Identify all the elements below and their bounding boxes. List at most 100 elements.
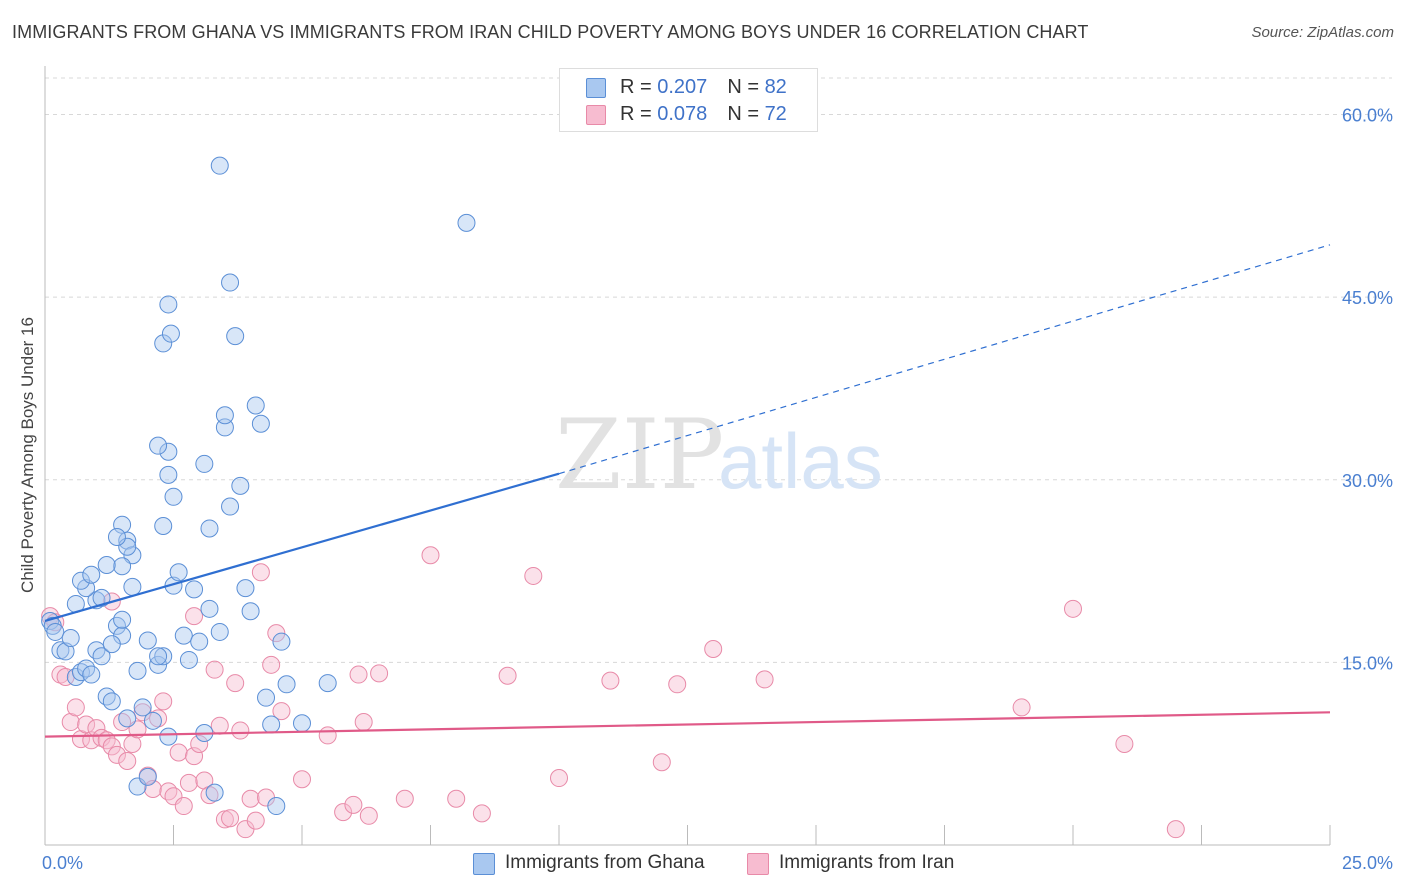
ghana-point-14 [107,616,126,635]
iran-point-54 [447,789,466,808]
iran-point-43 [272,702,291,721]
iran-point-13 [118,751,137,770]
ghana-point-36 [221,273,240,292]
ghana-point-74 [138,767,157,786]
ghana-point-75 [149,647,168,666]
iran-point-63 [755,670,774,689]
iran-point-62 [704,639,723,658]
ghana-point-79 [215,406,234,425]
tick-labels: 15.0% 30.0% 45.0% 60.0% 0.0% 25.0% [42,106,1393,873]
iran-point-56 [498,666,517,685]
legend-iran-n-value: 72 [764,103,787,125]
source-label: Source: ZipAtlas.com [1251,24,1394,41]
ghana-point-49 [318,674,337,693]
iran-point-28 [195,771,214,790]
legend: R = 0.207 N = 82 R = 0.078 N = 72 [559,68,818,132]
iran-point-21 [159,782,178,801]
iran-point-20 [154,692,173,711]
ghana-point-67 [71,571,90,590]
ghana-point-77 [200,519,219,538]
ghana-trend-extension [558,244,1331,475]
legend-iran-r-value: 0.078 [657,103,708,125]
ghana-point-71 [102,635,121,654]
iran-point-23 [169,743,188,762]
iran-point-51 [370,664,389,683]
ghana-point-9 [82,665,101,684]
ghana-point-43 [257,688,276,707]
ghana-legend-swatch [473,853,495,875]
iran-point-50 [359,806,378,825]
iran-point-67 [1166,820,1185,839]
iran-legend-label: Immigrants from Iran [779,852,955,873]
ghana-point-76 [195,454,214,473]
iran-swatch [586,105,606,125]
ghana-point-81 [457,213,476,232]
y-tick-label-3: 60.0% [1342,106,1393,126]
iran-point-24 [174,797,193,816]
y-axis-label: Child Poverty Among Boys Under 16 [18,317,37,593]
ghana-point-56 [159,295,178,314]
y-tick-label-0: 15.0% [1342,653,1393,673]
ghana-point-16 [118,709,137,728]
iran-point-34 [226,674,245,693]
ghana-point-41 [246,396,265,415]
ghana-point-19 [133,698,152,717]
ghana-point-55 [161,324,180,343]
iran-point-41 [262,655,281,674]
ghana-point-72 [113,610,132,629]
legend-ghana-r-value: 0.207 [657,76,708,98]
iran-point-30 [205,660,224,679]
ghana-point-21 [143,711,162,730]
watermark-zip: ZIP [555,399,724,511]
chart-title: IMMIGRANTS FROM GHANA VS IMMIGRANTS FROM… [12,22,1089,42]
legend-iran-n-label: N = [727,103,765,125]
series-legend: Immigrants from Ghana Immigrants from Ir… [0,852,1406,878]
ghana-point-24 [159,727,178,746]
ghana-point-50 [154,334,173,353]
ghana-point-63 [107,527,126,546]
ghana-point-11 [92,647,111,666]
iran-point-10 [102,737,121,756]
ghana-point-52 [164,487,183,506]
ghana-point-2 [46,622,65,641]
iran-point-12 [113,713,132,732]
iran-point-38 [246,811,265,830]
iran-point-47 [344,795,363,814]
ghana-point-23 [154,647,173,666]
ghana-point-38 [231,476,250,495]
iran-point-69 [66,698,85,717]
ghana-point-78 [210,156,229,175]
ghana-point-10 [87,641,106,660]
iran-point-35 [231,721,250,740]
ghana-point-37 [226,327,245,346]
ghana-point-28 [179,650,198,669]
ghana-point-60 [123,546,142,565]
iran-point-29 [200,786,219,805]
ghana-point-54 [149,436,168,455]
iran-point-27 [190,734,209,753]
iran-point-70 [185,607,204,626]
ghana-point-40 [241,602,260,621]
ghana-point-30 [190,632,209,651]
iran-legend-swatch [747,853,769,875]
iran-point-44 [293,770,311,789]
ghana-point-8 [77,659,96,678]
iran-point-58 [550,769,568,788]
iran-point-11 [107,745,126,764]
iran-point-60 [652,753,671,772]
axes [44,66,1331,846]
grid-lines [45,77,1392,663]
ghana-points [41,156,476,816]
iran-point-33 [221,809,240,828]
ghana-point-47 [277,675,296,694]
ghana-point-62 [113,557,132,576]
watermark-atlas: atlas [718,417,883,505]
ghana-point-7 [71,663,90,682]
ghana-point-39 [236,579,255,598]
y-tick-label-1: 30.0% [1342,471,1393,491]
ghana-trend-line [44,472,560,623]
iran-point-39 [251,563,270,582]
ghana-legend-label: Immigrants from Ghana [505,852,705,873]
iran-point-52 [395,789,414,808]
iran-point-25 [179,773,198,792]
